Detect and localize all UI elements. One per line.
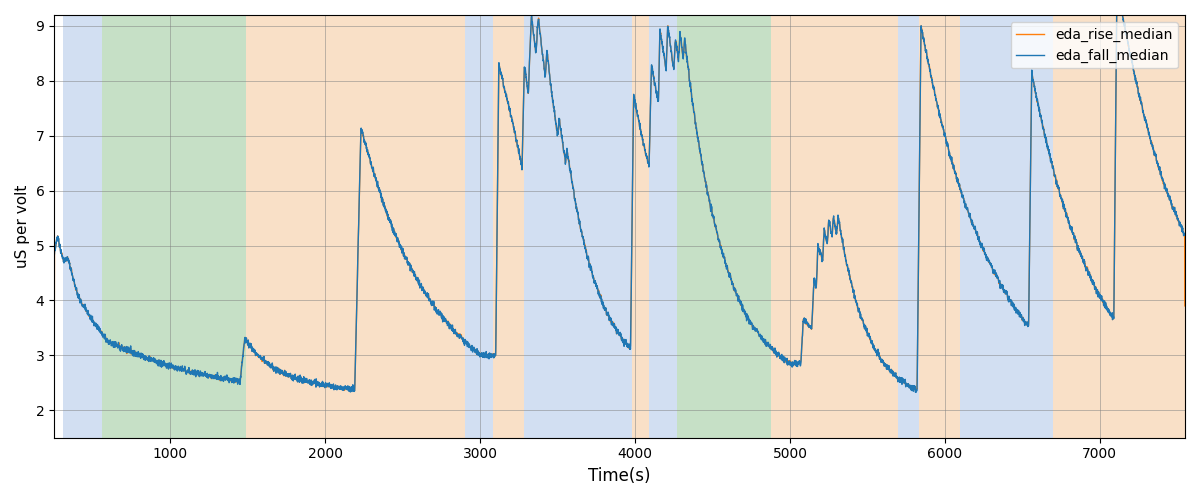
eda_rise_median	[254, 358, 269, 364]
eda_rise_median	[1177, 303, 1192, 309]
Line: eda_rise_median: eda_rise_median	[54, 15, 1184, 390]
Bar	[677, 15, 772, 438]
eda_rise_median	[908, 388, 923, 394]
eda_fall_median	[908, 389, 923, 395]
eda_fall_median	[726, 286, 740, 292]
Line: eda_fall_median: eda_fall_median	[54, 15, 1184, 392]
Bar	[492, 15, 523, 438]
Bar	[632, 15, 649, 438]
Bar	[64, 15, 102, 438]
eda_rise_median	[1110, 12, 1124, 18]
Bar	[899, 15, 918, 438]
eda_fall_median	[151, 357, 166, 363]
eda_fall_median	[629, 106, 643, 112]
Bar	[102, 15, 246, 438]
eda_rise_median	[47, 384, 61, 390]
eda_rise_median	[678, 45, 692, 51]
eda_fall_median	[524, 12, 539, 18]
Legend: eda_rise_median, eda_fall_median: eda_rise_median, eda_fall_median	[1010, 22, 1178, 68]
X-axis label: Time(s): Time(s)	[588, 467, 650, 485]
eda_fall_median	[1177, 232, 1192, 238]
Bar	[960, 15, 1054, 438]
Bar	[523, 15, 632, 438]
eda_rise_median	[836, 247, 851, 253]
Bar	[649, 15, 677, 438]
Bar	[772, 15, 899, 438]
eda_fall_median	[47, 383, 61, 389]
eda_rise_median	[629, 106, 643, 112]
eda_fall_median	[254, 356, 269, 362]
Bar	[246, 15, 464, 438]
Bar	[1054, 15, 1184, 438]
eda_fall_median	[679, 47, 694, 53]
Y-axis label: uS per volt: uS per volt	[16, 184, 30, 268]
eda_rise_median	[726, 282, 740, 288]
Bar	[918, 15, 960, 438]
eda_fall_median	[838, 249, 852, 255]
Bar	[464, 15, 492, 438]
eda_rise_median	[151, 360, 166, 366]
